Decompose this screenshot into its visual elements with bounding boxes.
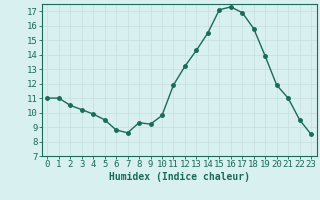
X-axis label: Humidex (Indice chaleur): Humidex (Indice chaleur): [109, 172, 250, 182]
